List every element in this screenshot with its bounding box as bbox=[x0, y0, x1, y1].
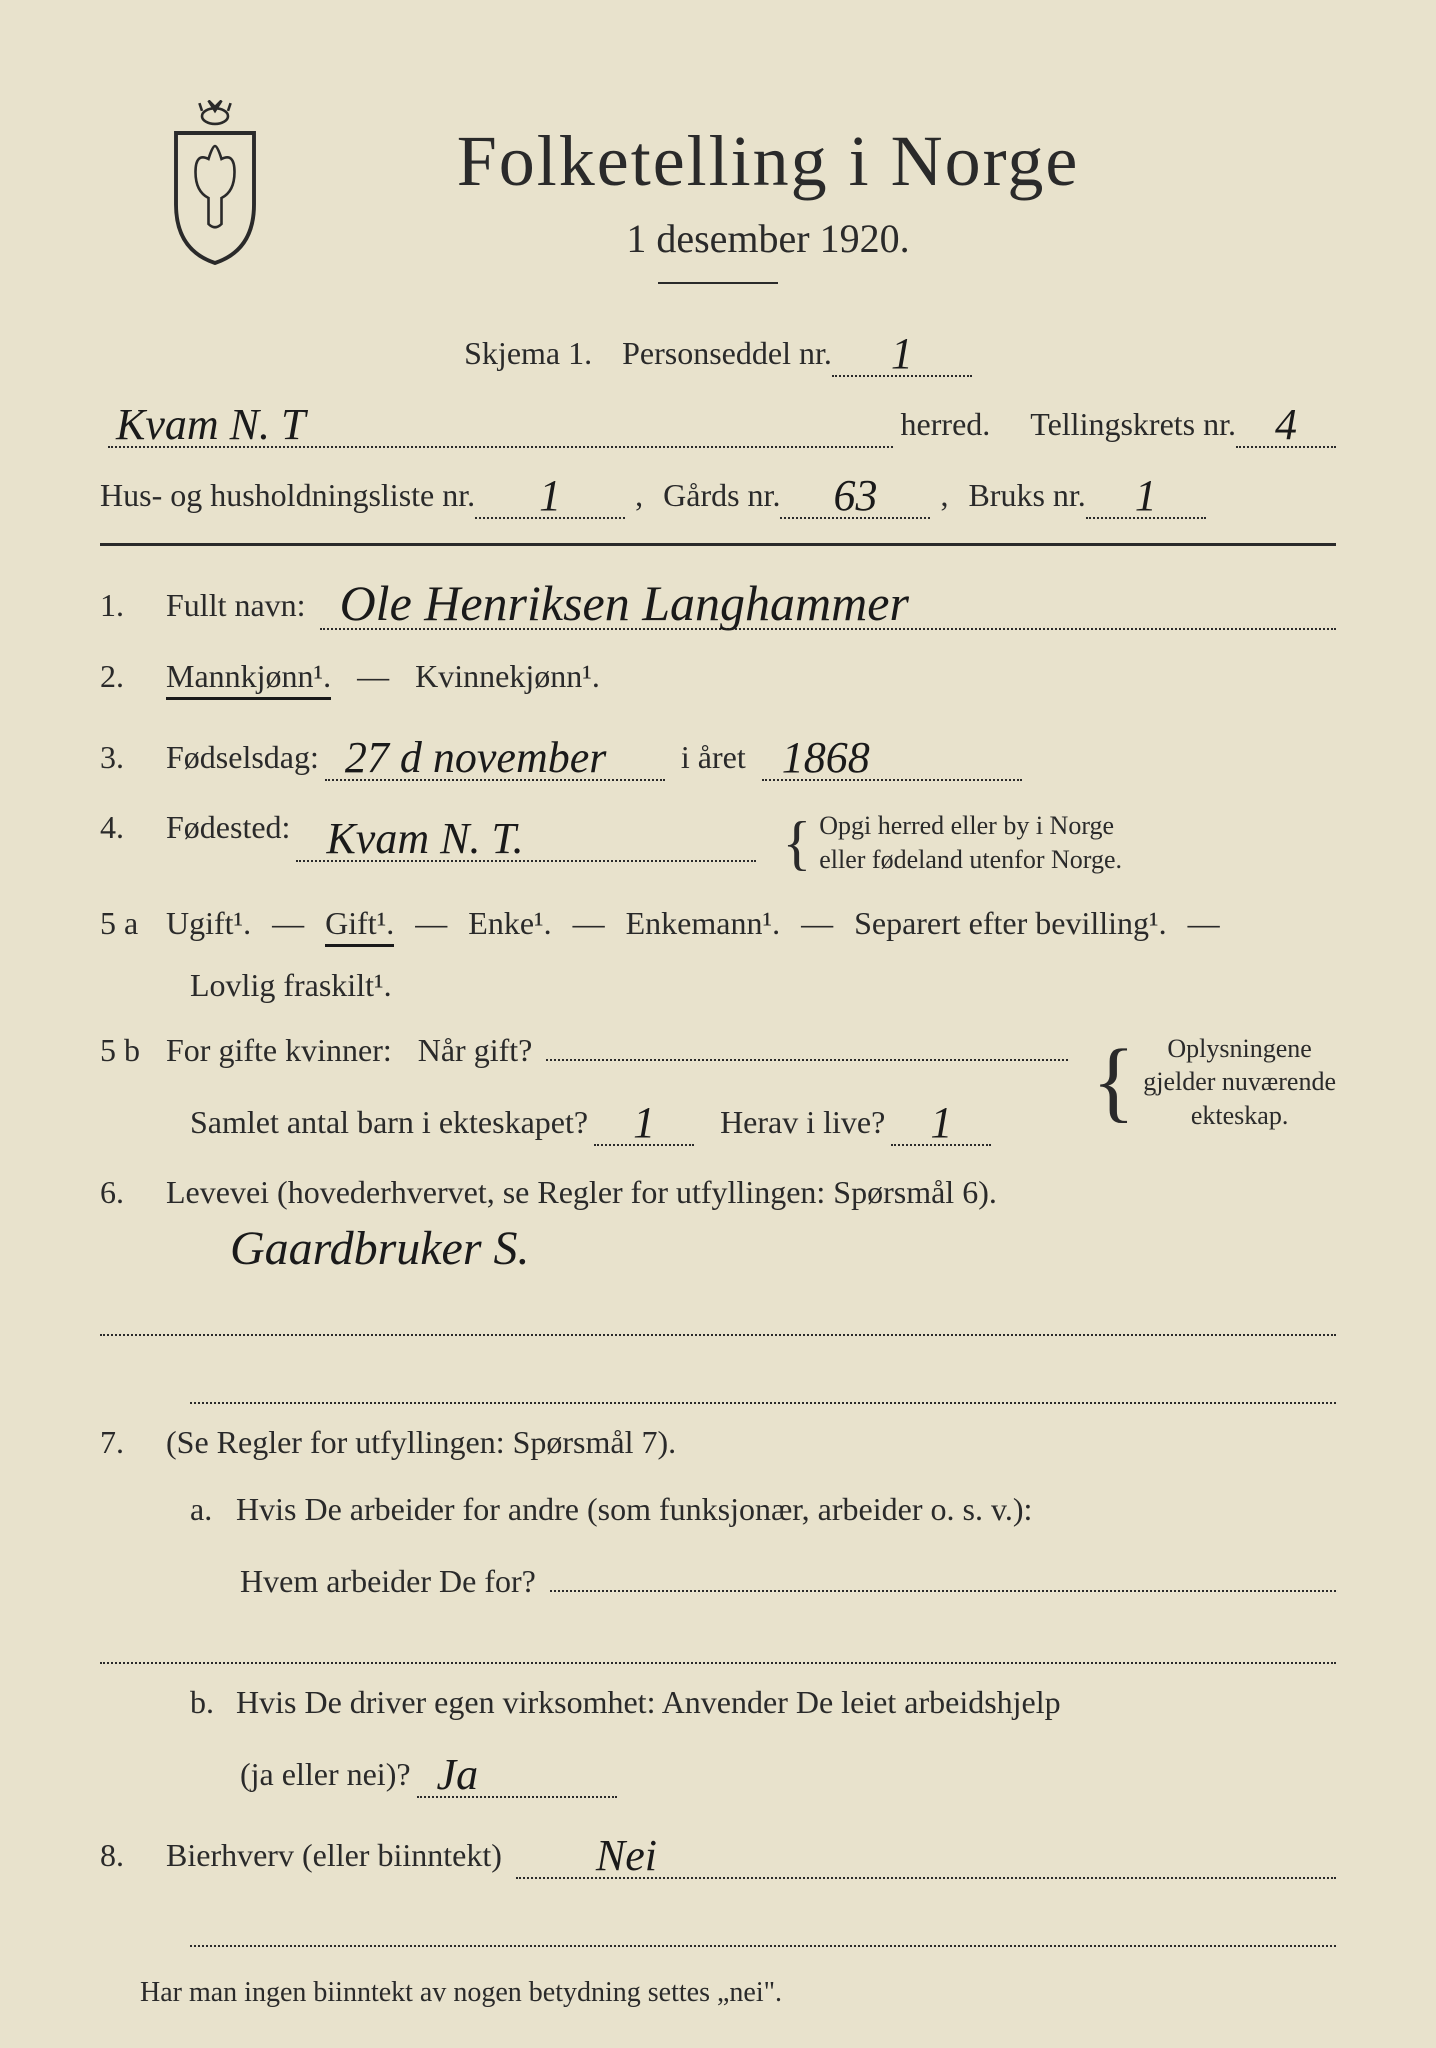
q5b-q3-value: 1 bbox=[891, 1093, 991, 1146]
personseddel-label: Personseddel nr. bbox=[622, 335, 832, 372]
herred-value: Kvam N. T bbox=[108, 395, 893, 448]
q7a-blank-line bbox=[100, 1624, 1336, 1664]
title-divider bbox=[658, 282, 778, 284]
divider-rule bbox=[100, 543, 1336, 546]
q8-value-line: Nei bbox=[516, 1826, 1336, 1879]
q7a-text2: Hvem arbeider De for? bbox=[240, 1563, 536, 1600]
q5a-num: 5 a bbox=[100, 905, 160, 942]
q3-year-label: i året bbox=[681, 739, 746, 776]
q3-num: 3. bbox=[100, 739, 160, 776]
q4-num: 4. bbox=[100, 809, 160, 846]
q4-label: Fødested: bbox=[166, 809, 290, 846]
q8-num: 8. bbox=[100, 1837, 160, 1874]
q3-label: Fødselsdag: bbox=[166, 739, 319, 776]
q7a-text1: Hvis De arbeider for andre (som funksjon… bbox=[236, 1491, 1032, 1528]
q3-year-value: 1868 bbox=[762, 728, 1022, 781]
q2-row: 2. Mannkjønn¹. — Kvinnekjønn¹. bbox=[100, 658, 1336, 700]
tellingskrets-value: 4 bbox=[1236, 395, 1336, 448]
q3-day-value: 27 d november bbox=[325, 728, 665, 781]
q7-row: 7. (Se Regler for utfyllingen: Spørsmål … bbox=[100, 1424, 1336, 1798]
q5a-opt0: Ugift¹. bbox=[166, 905, 251, 942]
q5b-q1: Når gift? bbox=[418, 1032, 533, 1069]
q4-row: 4. Fødested: Kvam N. T. { Opgi herred el… bbox=[100, 809, 1336, 877]
q5b-note: Oplysningene gjelder nuværende ekteskap. bbox=[1143, 1032, 1336, 1133]
q5a-extra: Lovlig fraskilt¹. bbox=[190, 967, 392, 1004]
gards-label: Gårds nr. bbox=[663, 477, 780, 514]
q7b-value: Ja bbox=[417, 1745, 617, 1798]
q1-label: Fullt navn: bbox=[166, 587, 306, 624]
form-title: Folketelling i Norge bbox=[200, 120, 1336, 203]
q6-value: Gaardbruker S. bbox=[230, 1221, 1336, 1276]
q2-num: 2. bbox=[100, 658, 160, 695]
q3-row: 3. Fødselsdag: 27 d november i året 1868 bbox=[100, 728, 1336, 781]
brace-icon: { bbox=[782, 819, 811, 867]
q7-label: (Se Regler for utfyllingen: Spørsmål 7). bbox=[166, 1424, 676, 1461]
personseddel-row: Skjema 1. Personseddel nr. 1 bbox=[100, 324, 1336, 377]
q5b-label: For gifte kvinner: bbox=[166, 1032, 392, 1069]
hus-label: Hus- og husholdningsliste nr. bbox=[100, 477, 475, 514]
herred-row: Kvam N. T herred. Tellingskrets nr. 4 bbox=[100, 395, 1336, 448]
blank-dotted-line bbox=[190, 1364, 1336, 1404]
bruks-label: Bruks nr. bbox=[968, 477, 1085, 514]
q5b-q2-value: 1 bbox=[594, 1093, 694, 1146]
form-subtitle: 1 desember 1920. bbox=[200, 215, 1336, 262]
hus-value: 1 bbox=[475, 466, 625, 519]
q2-male: Mannkjønn¹. bbox=[166, 658, 331, 700]
personseddel-value: 1 bbox=[832, 324, 972, 377]
hus-row: Hus- og husholdningsliste nr. 1 , Gårds … bbox=[100, 466, 1336, 519]
form-header: Folketelling i Norge 1 desember 1920. bbox=[100, 120, 1336, 284]
q7-num: 7. bbox=[100, 1424, 160, 1461]
gards-value: 63 bbox=[780, 466, 930, 519]
q7b-letter: b. bbox=[190, 1684, 230, 1721]
q5a-opt2: Enke¹. bbox=[468, 905, 551, 942]
q8-label: Bierhverv (eller biinntekt) bbox=[166, 1837, 502, 1874]
q7a-value-line bbox=[550, 1552, 1336, 1592]
skjema-label: Skjema 1. bbox=[464, 335, 592, 372]
q5b-q3: Herav i live? bbox=[720, 1104, 885, 1141]
q6-blank-line bbox=[100, 1296, 1336, 1336]
q6-num: 6. bbox=[100, 1174, 160, 1211]
footer-note: Har man ingen biinntekt av nogen betydni… bbox=[140, 1977, 1336, 2009]
tellingskrets-label: Tellingskrets nr. bbox=[1030, 406, 1236, 443]
q4-note-brace: { Opgi herred eller by i Norge eller fød… bbox=[782, 809, 1122, 877]
q6-label: Levevei (hovederhvervet, se Regler for u… bbox=[166, 1174, 997, 1211]
q5a-row: 5 a Ugift¹. — Gift¹. — Enke¹. — Enkemann… bbox=[100, 905, 1336, 1004]
q7a-letter: a. bbox=[190, 1491, 230, 1528]
q5b-note-brace: { Oplysningene gjelder nuværende ekteska… bbox=[1092, 1032, 1336, 1133]
q6-row: 6. Levevei (hovederhvervet, se Regler fo… bbox=[100, 1174, 1336, 1336]
q8-row: 8. Bierhverv (eller biinntekt) Nei bbox=[100, 1826, 1336, 1879]
q5a-opt4: Separert efter bevilling¹. bbox=[854, 905, 1167, 942]
q5b-q2: Samlet antal barn i ekteskapet? bbox=[190, 1104, 588, 1141]
q8-blank-line bbox=[190, 1907, 1336, 1947]
q1-row: 1. Fullt navn: Ole Henriksen Langhammer bbox=[100, 570, 1336, 630]
q5b-row: 5 b For gifte kvinner: Når gift? Samlet … bbox=[100, 1032, 1336, 1146]
q7b-text1: Hvis De driver egen virksomhet: Anvender… bbox=[236, 1684, 1061, 1721]
q1-num: 1. bbox=[100, 587, 160, 624]
q5a-opt1: Gift¹. bbox=[325, 905, 394, 947]
q2-sep: — bbox=[357, 658, 389, 695]
q2-female: Kvinnekjønn¹. bbox=[415, 658, 600, 695]
q4-note: Opgi herred eller by i Norge eller fødel… bbox=[819, 809, 1122, 877]
coat-of-arms-icon bbox=[150, 100, 280, 270]
q5b-q1-value bbox=[546, 1059, 1068, 1061]
q1-value-line: Ole Henriksen Langhammer bbox=[320, 570, 1336, 630]
q5b-num: 5 b bbox=[100, 1032, 160, 1069]
brace-icon: { bbox=[1092, 1046, 1135, 1118]
herred-label: herred. bbox=[901, 406, 991, 443]
bruks-value: 1 bbox=[1086, 466, 1206, 519]
q5a-opt3: Enkemann¹. bbox=[626, 905, 780, 942]
q4-value: Kvam N. T. bbox=[296, 809, 756, 862]
census-form-page: Folketelling i Norge 1 desember 1920. Sk… bbox=[0, 0, 1436, 2048]
q7b-text2: (ja eller nei)? bbox=[240, 1756, 411, 1793]
